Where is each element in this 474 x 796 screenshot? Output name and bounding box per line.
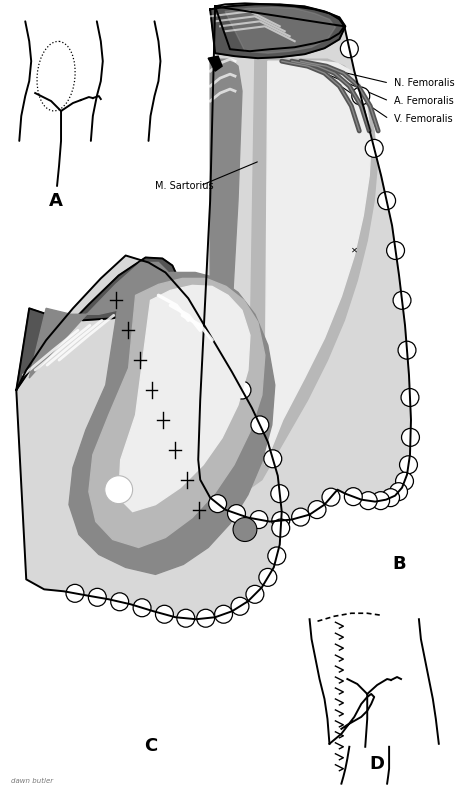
Polygon shape	[198, 3, 411, 521]
Circle shape	[393, 291, 411, 310]
Circle shape	[155, 605, 173, 623]
Circle shape	[231, 597, 249, 615]
Circle shape	[233, 517, 257, 541]
Polygon shape	[118, 286, 250, 512]
Text: V. Femoralis: V. Femoralis	[394, 114, 453, 124]
Circle shape	[259, 568, 277, 587]
Circle shape	[345, 488, 362, 505]
Circle shape	[268, 547, 286, 565]
Circle shape	[272, 512, 290, 529]
Circle shape	[398, 341, 416, 359]
Circle shape	[387, 241, 404, 259]
Text: N. Femoralis: N. Femoralis	[394, 78, 455, 88]
Circle shape	[105, 476, 133, 504]
Circle shape	[251, 416, 269, 434]
Circle shape	[382, 489, 400, 506]
Circle shape	[396, 472, 413, 490]
Text: M. Sartorius: M. Sartorius	[155, 181, 214, 191]
Text: A. Femoralis: A. Femoralis	[394, 96, 454, 106]
Circle shape	[272, 519, 290, 537]
Circle shape	[378, 192, 396, 209]
Polygon shape	[16, 256, 282, 619]
Circle shape	[365, 139, 383, 158]
Text: D: D	[370, 755, 385, 773]
Circle shape	[215, 605, 233, 623]
Circle shape	[359, 492, 377, 509]
Circle shape	[271, 485, 289, 502]
Circle shape	[212, 345, 230, 363]
Polygon shape	[210, 5, 346, 58]
Circle shape	[322, 488, 340, 506]
Circle shape	[390, 482, 408, 501]
Circle shape	[197, 609, 215, 627]
Polygon shape	[225, 7, 336, 53]
Circle shape	[352, 87, 370, 105]
Polygon shape	[265, 61, 371, 465]
Polygon shape	[29, 263, 168, 378]
Text: B: B	[392, 556, 406, 573]
Text: ✕: ✕	[351, 246, 358, 255]
Circle shape	[246, 585, 264, 603]
Polygon shape	[69, 272, 275, 575]
Circle shape	[177, 609, 195, 627]
Circle shape	[209, 494, 227, 513]
Polygon shape	[89, 279, 265, 548]
Polygon shape	[248, 59, 377, 490]
Circle shape	[88, 588, 106, 607]
Circle shape	[340, 40, 358, 57]
Polygon shape	[16, 257, 178, 390]
Text: dawn butler: dawn butler	[11, 778, 54, 783]
Circle shape	[233, 381, 251, 399]
Circle shape	[133, 599, 151, 617]
Circle shape	[401, 428, 419, 447]
Circle shape	[228, 505, 246, 522]
Circle shape	[66, 584, 84, 603]
Polygon shape	[208, 57, 222, 71]
Circle shape	[292, 508, 310, 526]
Text: C: C	[144, 737, 157, 755]
Circle shape	[308, 501, 326, 518]
Circle shape	[264, 450, 282, 468]
Circle shape	[190, 308, 208, 326]
Circle shape	[372, 492, 390, 509]
Polygon shape	[210, 59, 242, 490]
Circle shape	[401, 388, 419, 407]
Circle shape	[400, 456, 418, 474]
Circle shape	[250, 510, 268, 529]
Text: A: A	[49, 192, 63, 209]
Circle shape	[111, 593, 128, 611]
